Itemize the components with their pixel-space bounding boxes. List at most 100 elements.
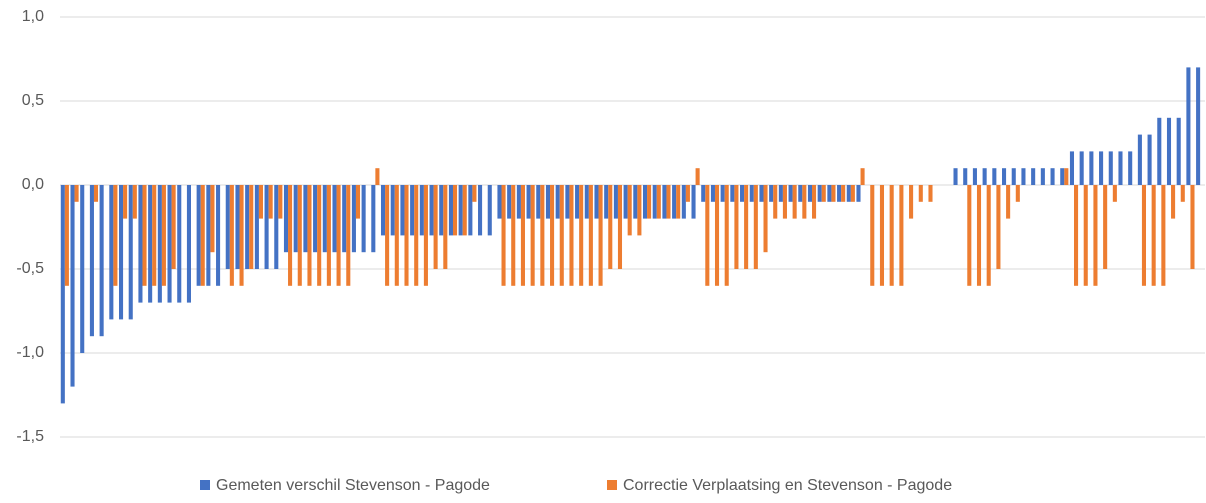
bar <box>753 185 758 269</box>
bar <box>157 185 162 303</box>
bar <box>1147 134 1152 185</box>
bar <box>361 185 366 253</box>
bar <box>64 185 69 286</box>
bar <box>501 185 506 286</box>
bar <box>210 185 215 253</box>
y-tick-label: 0,5 <box>22 92 44 109</box>
bar <box>676 185 681 219</box>
bar <box>161 185 166 286</box>
bar <box>254 185 259 269</box>
bar <box>918 185 923 202</box>
bar <box>229 185 234 286</box>
bar <box>297 185 302 286</box>
bar <box>642 185 648 219</box>
bar <box>448 185 453 236</box>
bar <box>1089 151 1094 185</box>
bar <box>734 185 739 269</box>
bar <box>80 185 85 353</box>
bar <box>691 185 696 219</box>
bar <box>1180 185 1185 202</box>
bar <box>313 185 318 253</box>
bar <box>1099 151 1104 185</box>
bar <box>390 185 395 236</box>
bar <box>710 185 715 202</box>
bar <box>569 185 574 286</box>
bar <box>375 168 380 185</box>
bar <box>769 185 774 202</box>
bar <box>598 185 603 286</box>
bar <box>109 185 114 320</box>
bar <box>371 185 376 253</box>
bar <box>249 185 254 269</box>
legend-label: Gemeten verschil Stevenson - Pagode <box>216 477 490 494</box>
bar <box>720 185 725 202</box>
bar <box>953 168 958 185</box>
bar <box>148 185 153 303</box>
bar <box>613 185 618 219</box>
bar <box>575 185 580 219</box>
bar <box>550 185 555 286</box>
bar <box>235 185 240 269</box>
bar <box>963 168 968 185</box>
bar <box>798 185 803 202</box>
bar <box>70 185 75 387</box>
bar <box>419 185 424 236</box>
bar <box>1176 117 1181 185</box>
bar <box>579 185 584 286</box>
bar <box>414 185 419 286</box>
bar <box>652 185 657 219</box>
bar <box>526 185 531 219</box>
bar <box>967 185 972 286</box>
bar <box>1103 185 1108 269</box>
y-tick-label: -1,0 <box>16 344 44 361</box>
bar <box>410 185 415 236</box>
bar <box>458 185 463 236</box>
bar <box>1171 185 1176 219</box>
bar <box>123 185 128 219</box>
bar <box>1141 185 1147 286</box>
bar <box>1196 67 1201 185</box>
bar <box>278 185 283 219</box>
bar <box>317 185 322 286</box>
bar <box>778 185 783 202</box>
bar <box>336 185 341 286</box>
bar <box>326 185 331 286</box>
bar <box>200 185 205 286</box>
bar <box>1157 117 1162 185</box>
bar <box>274 185 279 269</box>
bar <box>1093 185 1098 286</box>
bar <box>177 185 182 303</box>
bar <box>879 185 885 286</box>
bar <box>171 185 176 269</box>
bar <box>142 185 147 286</box>
bar <box>452 185 458 236</box>
bar <box>1083 185 1088 286</box>
bar <box>608 185 613 269</box>
bar <box>60 185 65 404</box>
bar <box>831 185 836 202</box>
bar <box>1060 168 1065 185</box>
bar <box>293 185 298 253</box>
bar <box>889 185 894 286</box>
bar <box>507 185 512 219</box>
bar <box>516 185 521 219</box>
bar <box>351 185 356 253</box>
bar <box>788 185 793 202</box>
bar <box>93 185 99 202</box>
bar <box>623 185 628 219</box>
bar <box>404 185 409 286</box>
bar <box>672 185 677 219</box>
bar <box>637 185 642 236</box>
bar <box>773 185 778 219</box>
bar <box>132 185 137 219</box>
bar <box>617 185 623 269</box>
bar <box>909 185 914 219</box>
bar <box>740 185 745 202</box>
bar <box>303 185 308 253</box>
bar <box>128 185 133 320</box>
y-tick-label: 0,0 <box>22 176 44 193</box>
bar <box>992 168 997 185</box>
bar <box>749 185 754 202</box>
bar <box>530 185 535 286</box>
